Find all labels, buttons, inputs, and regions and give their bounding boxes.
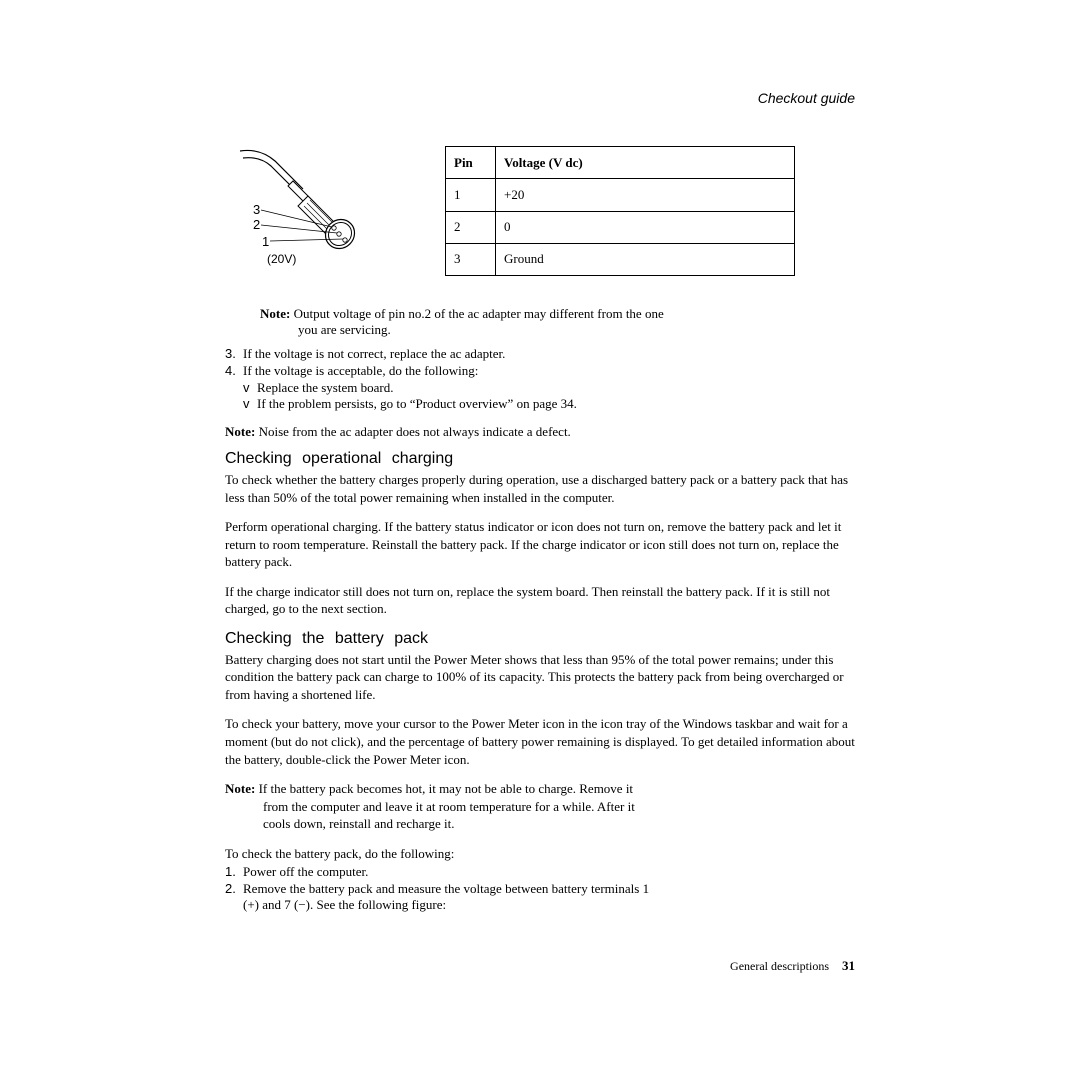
step-number: 3. (225, 346, 243, 361)
table-row: 3 Ground (446, 243, 795, 275)
step-text: If the problem persists, go to “Product … (257, 396, 577, 411)
body-paragraph: To check whether the battery charges pro… (225, 471, 855, 506)
page-content: Checkout guide 3 2 1 (20V) Pin (225, 90, 855, 914)
table-row: 2 0 (446, 211, 795, 243)
bullet: v (243, 396, 257, 411)
table-row: 1 +20 (446, 179, 795, 211)
step-text: Replace the system board. (257, 380, 393, 395)
body-paragraph: Battery charging does not start until th… (225, 651, 855, 704)
note-output-voltage: Note: Output voltage of pin no.2 of the … (260, 306, 855, 338)
note-text: Noise from the ac adapter does not alway… (259, 424, 571, 439)
voltage-table: Pin Voltage (V dc) 1 +20 2 0 3 Ground (445, 146, 795, 276)
section-heading-battery: Checking the battery pack (225, 630, 855, 648)
note-label: Note: (225, 424, 255, 439)
connector-voltage-label: (20V) (267, 252, 296, 266)
step-text: Remove the battery pack and measure the … (243, 881, 649, 896)
table-header-pin: Pin (446, 147, 496, 179)
connector-and-table-section: 3 2 1 (20V) Pin Voltage (V dc) 1 +20 2 0… (225, 146, 855, 276)
step-number: 4. (225, 363, 243, 378)
step-text: If the voltage is acceptable, do the fol… (243, 363, 478, 378)
step-text: If the voltage is not correct, replace t… (243, 346, 505, 361)
step-3: 3.If the voltage is not correct, replace… (225, 346, 855, 362)
body-paragraph: Perform operational charging. If the bat… (225, 518, 855, 571)
pin-label-2: 2 (253, 217, 260, 232)
table-header-voltage: Voltage (V dc) (496, 147, 795, 179)
note-label: Note: (225, 781, 255, 796)
body-paragraph: To check the battery pack, do the follow… (225, 845, 855, 863)
body-paragraph: If the charge indicator still does not t… (225, 583, 855, 618)
pin-label-1: 1 (262, 234, 269, 249)
battery-step-2: 2.Remove the battery pack and measure th… (225, 881, 855, 913)
battery-step-1: 1.Power off the computer. (225, 864, 855, 880)
body-paragraph: To check your battery, move your cursor … (225, 715, 855, 768)
pin-label-3: 3 (253, 202, 260, 217)
note-label: Note: (260, 306, 290, 321)
footer-section-name: General descriptions (730, 959, 829, 973)
step-4: 4.If the voltage is acceptable, do the f… (225, 363, 855, 379)
bullet: v (243, 380, 257, 395)
step-text: Power off the computer. (243, 864, 368, 879)
note-battery-hot: Note: If the battery pack becomes hot, i… (225, 780, 855, 833)
step-number: 2. (225, 881, 243, 896)
section-heading-charging: Checking operational charging (225, 450, 855, 468)
step-4b: vIf the problem persists, go to “Product… (243, 396, 855, 412)
note-noise: Note: Noise from the ac adapter does not… (225, 424, 855, 440)
step-number: 1. (225, 864, 243, 879)
step-4a: vReplace the system board. (243, 380, 855, 396)
page-header-title: Checkout guide (225, 90, 855, 106)
footer-page-number: 31 (842, 958, 855, 973)
page-footer: General descriptions 31 (730, 958, 855, 974)
connector-diagram: 3 2 1 (20V) (225, 146, 405, 276)
note-text: Output voltage of pin no.2 of the ac ada… (294, 306, 664, 321)
